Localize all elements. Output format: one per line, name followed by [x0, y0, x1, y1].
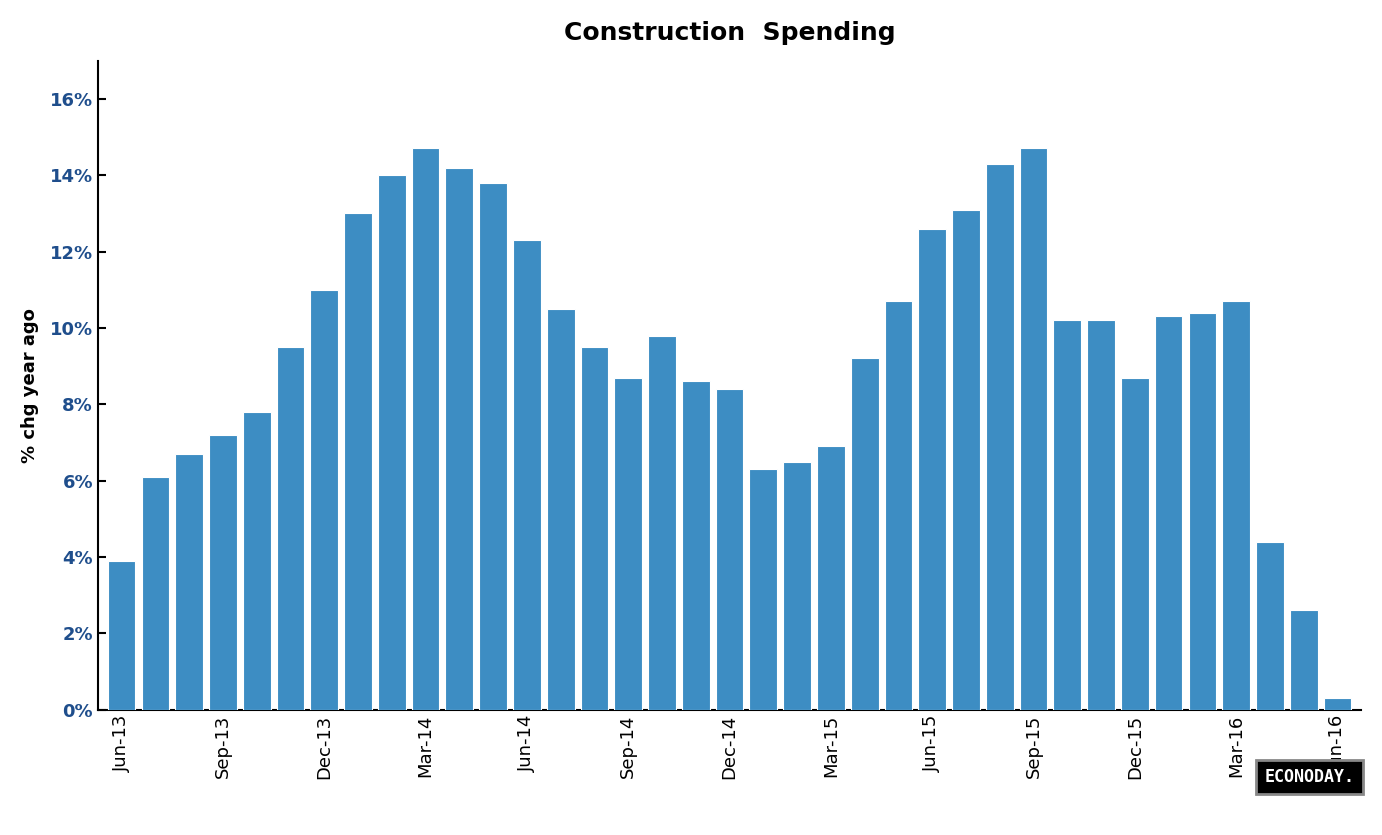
- Bar: [817, 446, 844, 710]
- Bar: [209, 435, 236, 710]
- Bar: [749, 469, 777, 710]
- Bar: [1222, 301, 1251, 710]
- Bar: [108, 561, 135, 710]
- Bar: [884, 301, 912, 710]
- Bar: [1256, 542, 1284, 710]
- Bar: [176, 454, 203, 710]
- Bar: [412, 149, 439, 710]
- Y-axis label: % chg year ago: % chg year ago: [21, 308, 39, 463]
- Bar: [344, 214, 372, 710]
- Bar: [1121, 377, 1148, 710]
- Bar: [784, 462, 811, 710]
- Bar: [1020, 149, 1048, 710]
- Bar: [243, 412, 271, 710]
- Bar: [445, 168, 473, 710]
- Title: Construction  Spending: Construction Spending: [564, 21, 896, 45]
- Bar: [681, 382, 709, 710]
- Bar: [580, 347, 608, 710]
- Bar: [648, 336, 676, 710]
- Bar: [851, 358, 879, 710]
- Bar: [311, 290, 339, 710]
- Bar: [1289, 610, 1317, 710]
- Bar: [480, 183, 507, 710]
- Text: ECONODAY.: ECONODAY.: [1265, 768, 1354, 786]
- Bar: [1155, 316, 1183, 710]
- Bar: [952, 210, 980, 710]
- Bar: [1088, 321, 1115, 710]
- Bar: [276, 347, 304, 710]
- Bar: [615, 377, 643, 710]
- Bar: [716, 389, 744, 710]
- Bar: [547, 309, 575, 710]
- Bar: [141, 477, 169, 710]
- Bar: [377, 175, 406, 710]
- Bar: [1324, 698, 1352, 710]
- Bar: [1053, 321, 1081, 710]
- Bar: [919, 229, 947, 710]
- Bar: [1189, 312, 1216, 710]
- Bar: [513, 240, 540, 710]
- Bar: [985, 164, 1013, 710]
